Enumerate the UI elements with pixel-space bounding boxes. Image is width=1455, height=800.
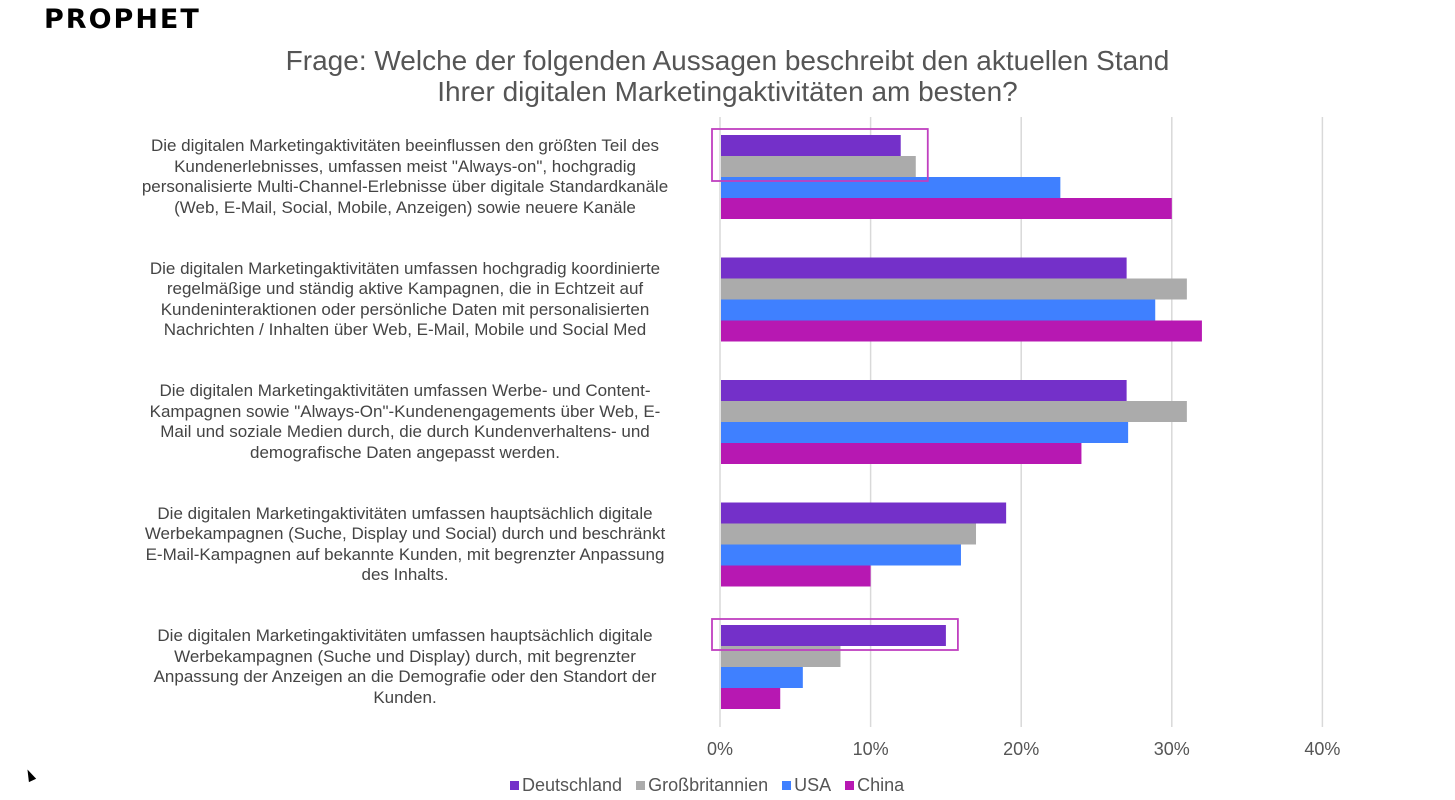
legend-item-grossbritannien: Großbritannien (636, 775, 768, 796)
legend-swatch-usa (782, 781, 792, 790)
bar-usa-0 (721, 177, 1061, 198)
bar-deutschland-2 (721, 380, 1127, 401)
legend-item-china: China (845, 775, 904, 796)
category-label-line: Kundeninteraktionen oder persönliche Dat… (160, 299, 650, 319)
category-label-4: Die digitalen Marketingaktivitäten umfas… (100, 626, 710, 708)
legend-label-china: China (857, 775, 905, 795)
bar-grossbritannien-4 (721, 646, 841, 667)
bar-usa-2 (721, 422, 1129, 443)
x-tick-label: 10% (853, 739, 889, 759)
category-label-line: Die digitalen Marketingaktivitäten umfas… (157, 626, 653, 645)
category-label-line: Die digitalen Marketingaktivitäten umfas… (149, 258, 661, 278)
bar-deutschland-3 (721, 502, 1007, 524)
legend-label-deutschland: Deutschland (522, 775, 623, 795)
bar-grossbritannien-2 (721, 401, 1187, 422)
category-label-line: Kunden. (373, 687, 437, 707)
bar-grossbritannien-3 (721, 523, 977, 545)
legend-item-deutschland: Deutschland (510, 775, 622, 796)
legend-item-usa: USA (782, 775, 831, 796)
category-label-line: Werbekampagnen (Suche, Display und Socia… (144, 524, 666, 543)
bar-china-2 (721, 443, 1082, 464)
category-label-0: Die digitalen Marketingaktivitäten beein… (100, 136, 710, 218)
bar-deutschland-0 (721, 135, 901, 156)
bar-deutschland-1 (721, 257, 1127, 279)
legend-swatch-grossbritannien (636, 781, 646, 790)
bar-usa-1 (721, 299, 1156, 321)
x-tick-label: 0% (707, 739, 733, 759)
x-tick-label: 30% (1154, 739, 1190, 759)
highlight-box-1 (711, 618, 959, 651)
category-label-line: Mail und soziale Medien durch, die durch… (160, 422, 650, 441)
legend-swatch-china (845, 781, 855, 790)
category-label-line: E-Mail-Kampagnen auf bekannte Kunden, mi… (145, 544, 665, 564)
category-label-3: Die digitalen Marketingaktivitäten umfas… (100, 504, 710, 586)
prophet-logo: PROPHET (44, 4, 201, 35)
category-label-line: Kampagnen sowie "Always-On"-Kundenengage… (149, 401, 661, 421)
chart-title-line-1: Frage: Welche der folgenden Aussagen bes… (285, 45, 1170, 76)
category-label-2: Die digitalen Marketingaktivitäten umfas… (100, 381, 710, 463)
category-label-line: Nachrichten / Inhalten über Web, E-Mail,… (163, 320, 647, 339)
bar-usa-3 (721, 544, 961, 566)
legend-swatch-deutschland (510, 781, 519, 790)
bar-china-0 (721, 198, 1172, 219)
bar-grossbritannien-1 (721, 278, 1187, 300)
x-tick-label: 40% (1304, 739, 1340, 759)
category-label-line: Die digitalen Marketingaktivitäten beein… (150, 136, 660, 155)
category-label-line: Die digitalen Marketingaktivitäten umfas… (159, 381, 651, 400)
category-label-line: des Inhalts. (361, 565, 449, 584)
legend-label-grossbritannien: Großbritannien (648, 775, 769, 795)
chart-title: Frage: Welche der folgenden Aussagen bes… (200, 45, 1255, 107)
category-label-line: (Web, E-Mail, Social, Mobile, Anzeigen) … (174, 197, 636, 217)
bar-deutschland-4 (721, 625, 946, 646)
bar-china-4 (721, 688, 781, 709)
category-label-1: Die digitalen Marketingaktivitäten umfas… (100, 259, 710, 341)
chart-title-line-2: Ihrer digitalen Marketingaktivitäten am … (437, 76, 1018, 107)
category-label-line: regelmäßige und ständig aktive Kampagnen… (166, 279, 644, 298)
x-tick-label: 20% (1003, 739, 1039, 759)
category-label-line: Kundenerlebnisses, umfassen meist "Alway… (174, 156, 636, 176)
category-label-line: personalisierte Multi-Channel-Erlebnisse… (141, 177, 669, 196)
bar-grossbritannien-0 (721, 156, 916, 177)
bar-china-1 (721, 320, 1202, 342)
bar-china-3 (721, 565, 871, 587)
category-label-line: Werbekampagnen (Suche und Display) durch… (174, 646, 636, 666)
highlight-box-0 (711, 128, 929, 182)
legend: Deutschland Großbritannien USA China (510, 775, 904, 796)
category-label-line: Anpassung der Anzeigen an die Demografie… (153, 667, 657, 686)
category-label-line: Die digitalen Marketingaktivitäten umfas… (157, 503, 653, 523)
legend-label-usa: USA (794, 775, 832, 795)
category-label-line: demografische Daten angepasst werden. (250, 442, 560, 462)
bar-usa-4 (721, 667, 803, 688)
